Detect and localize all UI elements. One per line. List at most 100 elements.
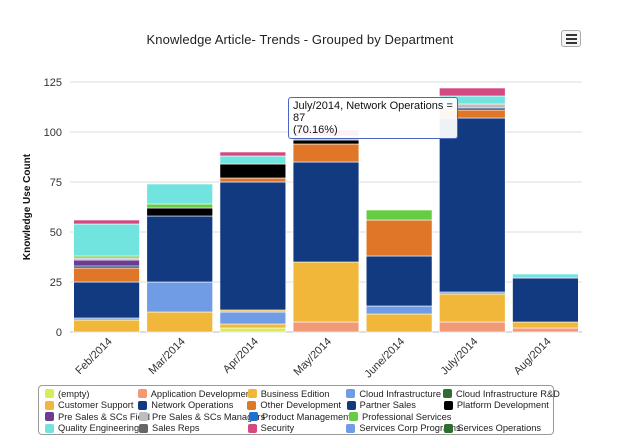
- legend-item[interactable]: Cloud Infrastructure R&D: [443, 389, 560, 399]
- bar-segment[interactable]: [146, 183, 213, 205]
- legend-swatch: [45, 400, 54, 410]
- legend-label: Customer Support: [58, 400, 134, 411]
- bar-segment[interactable]: [73, 281, 140, 319]
- data-tooltip: July/2014, Network Operations = 87 (70.1…: [288, 97, 458, 139]
- legend-label: Services Operations: [457, 423, 542, 434]
- legend-item[interactable]: Network Operations: [138, 400, 247, 410]
- bar-segment[interactable]: [292, 143, 360, 163]
- tooltip-line-1: July/2014, Network Operations = 87: [293, 100, 453, 124]
- bar-segment[interactable]: [73, 267, 140, 283]
- legend-item[interactable]: Other Development: [247, 400, 346, 410]
- legend-item[interactable]: Services Operations: [444, 423, 553, 433]
- bar-segment[interactable]: [512, 273, 579, 279]
- bar-segment[interactable]: [365, 255, 433, 307]
- legend-swatch: [247, 400, 257, 410]
- bar-segment[interactable]: [146, 215, 213, 283]
- bar-segment[interactable]: [512, 327, 579, 333]
- legend-swatch: [443, 400, 453, 410]
- legend-swatch: [444, 423, 454, 433]
- y-tick-label: 50: [50, 227, 62, 239]
- legend-item[interactable]: Sales Reps: [139, 423, 248, 433]
- legend-row: (empty) Application Development Business E…: [45, 388, 560, 400]
- bar-segment[interactable]: [365, 305, 433, 315]
- legend-item[interactable]: Business Edition: [247, 388, 347, 399]
- legend-label: Quality Engineering: [58, 423, 140, 434]
- legend-swatch: [137, 389, 147, 399]
- x-tick-label: Feb/2014: [73, 336, 114, 377]
- bar-segment[interactable]: [73, 259, 140, 267]
- chart-menu-button[interactable]: [561, 30, 581, 47]
- legend-row: Customer Support Network Operations Other …: [45, 400, 553, 412]
- legend-item[interactable]: Cloud Infrastructure: [346, 389, 443, 399]
- legend-item[interactable]: Security: [247, 423, 347, 433]
- legend-swatch: [346, 400, 356, 410]
- legend-item[interactable]: Pre Sales & SCs Field: [45, 412, 150, 422]
- bar-segment[interactable]: [439, 321, 506, 333]
- legend-item[interactable]: Pre Sales & SCs Managers: [139, 412, 265, 422]
- x-tick-label: June/2014: [362, 336, 407, 381]
- bar-segment[interactable]: [512, 321, 579, 329]
- hamburger-menu-icon: [565, 41, 577, 44]
- bar-segment[interactable]: [439, 293, 506, 323]
- bar-segment[interactable]: [292, 139, 360, 145]
- bar-segment[interactable]: [73, 223, 140, 257]
- legend-label: Other Development: [260, 400, 342, 411]
- plot-area: 0 25 50 75 100 125 Knowledge Use Count Feb/2014…: [22, 77, 582, 381]
- legend-item[interactable]: Product Management: [249, 412, 351, 422]
- legend-swatch: [443, 389, 452, 399]
- bar-segment[interactable]: [146, 311, 213, 333]
- bar-segment[interactable]: [219, 327, 287, 333]
- legend-swatch: [45, 412, 54, 422]
- x-tick-label: July/2014: [439, 336, 481, 378]
- legend-item[interactable]: Application Development: [137, 389, 254, 399]
- legend-item[interactable]: (empty): [45, 389, 138, 399]
- legend-swatch: [346, 423, 356, 433]
- bar-segment[interactable]: [439, 87, 506, 97]
- y-tick-label: 0: [56, 327, 62, 339]
- legend-row: Pre Sales & SCs Field Pre Sales & SCs Man…: [45, 411, 553, 423]
- x-tick-label: May/2014: [291, 336, 334, 379]
- bar-segment[interactable]: [73, 319, 140, 333]
- bar-segment[interactable]: [219, 177, 287, 183]
- bar-segment[interactable]: [146, 207, 213, 217]
- bar-segment[interactable]: [439, 117, 506, 293]
- hamburger-menu-icon: [565, 33, 577, 36]
- bar-segment[interactable]: [219, 311, 287, 325]
- legend-label: Business Edition: [260, 388, 330, 399]
- legend-swatch: [349, 412, 358, 422]
- bar-segment[interactable]: [146, 281, 213, 313]
- legend-item[interactable]: Professional Services: [349, 412, 451, 422]
- legend-label: Cloud Infrastructure R&D: [456, 388, 560, 399]
- legend-label: Platform Development: [456, 400, 549, 411]
- bar-segment[interactable]: [365, 209, 433, 221]
- y-tick-label: 75: [50, 177, 62, 189]
- legend-swatch: [139, 423, 148, 433]
- legend-swatch: [45, 389, 54, 399]
- legend-item[interactable]: Quality Engineering: [45, 423, 139, 433]
- legend-label: Network Operations: [151, 400, 234, 411]
- legend-item[interactable]: Platform Development: [443, 400, 553, 411]
- x-tick-label: Apr/2014: [221, 336, 261, 376]
- bar-segment[interactable]: [512, 277, 579, 323]
- legend-label: Services Corp Programs: [359, 423, 461, 434]
- bar-segment[interactable]: [365, 219, 433, 257]
- bar-segment[interactable]: [73, 219, 140, 225]
- legend-swatch: [346, 389, 356, 399]
- bar-segment[interactable]: [219, 163, 287, 179]
- bar-segment[interactable]: [219, 155, 287, 165]
- bar-segment[interactable]: [365, 313, 433, 333]
- bar-segment[interactable]: [292, 321, 360, 333]
- legend-item[interactable]: Partner Sales: [346, 400, 444, 410]
- y-tick-label: 25: [50, 277, 62, 289]
- bar-segment[interactable]: [292, 161, 360, 263]
- legend-item[interactable]: Services Corp Programs: [346, 423, 461, 433]
- legend-swatch: [247, 389, 257, 399]
- bar-segment[interactable]: [219, 323, 287, 329]
- y-tick-label: 125: [44, 77, 62, 89]
- legend-swatch: [45, 423, 54, 433]
- legend-item[interactable]: Customer Support: [45, 400, 138, 410]
- bar-segment[interactable]: [146, 203, 213, 209]
- bar-segment[interactable]: [292, 261, 360, 323]
- bar-segment[interactable]: [219, 151, 287, 157]
- bar-segment[interactable]: [219, 181, 287, 311]
